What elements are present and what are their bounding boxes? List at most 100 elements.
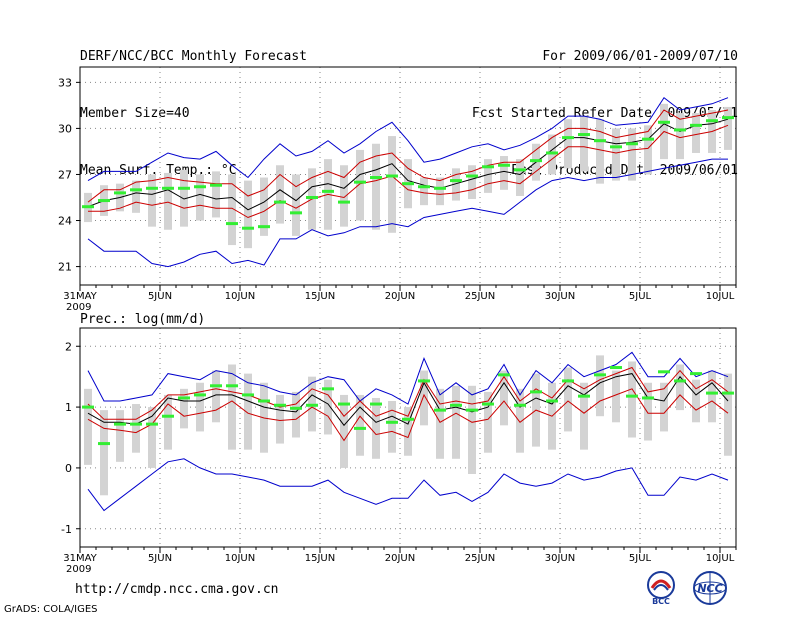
prec-obs-mark (194, 393, 206, 397)
temp-xtick-label: 5JUN (148, 291, 172, 302)
temp-spread-box (292, 174, 300, 236)
prec-obs-mark (706, 391, 718, 395)
temp-obs-mark (290, 211, 302, 215)
temp-spread-box (372, 143, 380, 230)
prec-spread-box (724, 373, 732, 456)
prec-spread-box (676, 364, 684, 411)
prec-obs-mark (610, 366, 622, 370)
prec-obs-mark (210, 384, 222, 388)
prec-obs-mark (354, 426, 366, 430)
temp-obs-mark (322, 189, 334, 193)
temp-obs-mark (194, 185, 206, 189)
temp-spread-box (580, 116, 588, 172)
prec-xtick-label: 25JUN (465, 553, 495, 564)
prec-ytick-label: 0 (65, 462, 72, 475)
temp-spread-box (132, 180, 140, 213)
ncc-logo-text: NCC (697, 582, 722, 595)
temp-spread-box (244, 180, 252, 249)
temp-min-line (87, 158, 728, 268)
temp-spread-box (356, 149, 364, 221)
temp-spread-box (724, 106, 732, 150)
prec-spread-box (340, 394, 348, 468)
prec-spread-box (356, 394, 364, 456)
prec-obs-mark (674, 379, 686, 383)
prec-obs-mark (370, 402, 382, 406)
temp-spread-box (564, 119, 572, 169)
prec-spread-box (84, 388, 92, 465)
temp-frame (79, 66, 737, 286)
temp-ytick-label: 24 (58, 215, 72, 228)
prec-spread-box (468, 385, 476, 474)
prec-xtick-label: 5JUL (629, 553, 652, 564)
temp-xtick-label: 5JUL (629, 291, 652, 302)
prec-xtick-label: 15JUN (305, 553, 335, 564)
temp-obs-mark (706, 119, 718, 123)
prec-spread-box (452, 385, 460, 459)
prec-xtick-label: 31MAY (63, 553, 97, 564)
prec-obs-mark (98, 442, 110, 446)
footer-url[interactable]: http://cmdp.ncc.cma.gov.cn (75, 582, 279, 597)
temp-spread-box (260, 177, 268, 236)
temp-spread-box (388, 136, 396, 233)
temp-obs-mark (498, 163, 510, 167)
temp-obs-mark (242, 226, 254, 230)
prec-obs-mark (594, 373, 606, 377)
bcc-logo: BCC (647, 571, 675, 606)
temp-xtick-label: 20JUN (385, 291, 415, 302)
temp-obs-mark (722, 116, 734, 120)
prec-xtick-label: 20JUN (385, 553, 415, 564)
prec-year-label: 2009 (66, 564, 91, 575)
temp-spread-box (452, 168, 460, 201)
prec-spread-box (228, 364, 236, 450)
prec-obs-mark (226, 384, 238, 388)
prec-title: Prec.: log(mm/d) (80, 312, 205, 327)
prec-spread-box (644, 382, 652, 441)
temp-obs-mark (530, 159, 542, 163)
temp-spread-box (612, 128, 620, 181)
temp-spread-box (468, 165, 476, 200)
prec-spread-box (196, 382, 204, 432)
temp-obs-mark (258, 225, 270, 229)
temp-spread-box (644, 125, 652, 175)
temp-obs-mark (450, 179, 462, 183)
temp-obs-mark (386, 174, 398, 178)
prec-obs-mark (402, 417, 414, 421)
prec-obs-mark (418, 379, 430, 383)
prec-obs-mark (82, 405, 94, 409)
prec-obs-mark (386, 420, 398, 424)
temp-spread-box (148, 174, 156, 227)
temp-spread-box (436, 177, 444, 206)
prec-obs-mark (114, 422, 126, 426)
temp-spread-box (228, 174, 236, 246)
prec-obs-mark (482, 402, 494, 406)
temp-obs-mark (338, 200, 350, 204)
temp-obs-mark (578, 133, 590, 137)
temp-xtick-label: 10JUN (225, 291, 255, 302)
prec-obs-mark (722, 391, 734, 395)
member-size: Member Size=40 (80, 106, 190, 121)
prec-obs-mark (514, 403, 526, 407)
temp-spread-box (516, 159, 524, 196)
prec-obs-mark (274, 403, 286, 407)
temp-obs-mark (546, 151, 558, 155)
temp-obs-mark (674, 128, 686, 132)
temp-obs-mark (178, 186, 190, 190)
temp-spread-box (212, 171, 220, 218)
temp-mean-line (87, 118, 729, 211)
prec-spread-box (484, 391, 492, 453)
temp-obs-mark (130, 188, 142, 192)
temp-obs-mark (418, 185, 430, 189)
temp-obs-mark (482, 165, 494, 169)
prec-upper-line (87, 366, 729, 420)
temp-xtick-label: 15JUN (305, 291, 335, 302)
temp-obs-mark (626, 142, 638, 146)
temp-spread-box (500, 156, 508, 190)
temp-obs-mark (274, 200, 286, 204)
temp-obs-mark (658, 120, 670, 124)
temp-xtick-label: 31MAY (63, 291, 97, 302)
prec-spread-box (164, 394, 172, 450)
prec-obs-mark (642, 396, 654, 400)
prec-obs-mark (322, 387, 334, 391)
prec-ytick-label: 1 (65, 401, 72, 414)
prec-spread-box (500, 370, 508, 426)
